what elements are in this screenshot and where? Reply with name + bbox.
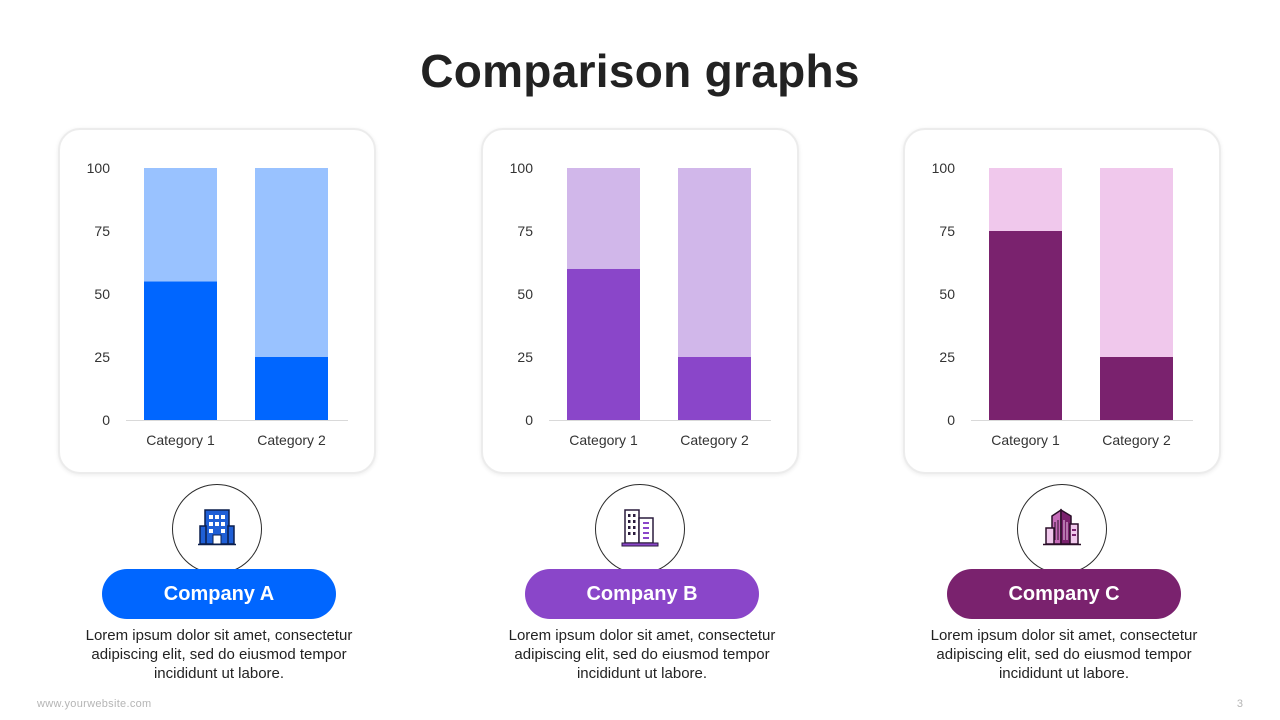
x-category-label: Category 1 bbox=[569, 432, 638, 448]
company-description: Lorem ipsum dolor sit amet, consectetur … bbox=[930, 627, 1198, 682]
bar-segment bbox=[989, 168, 1062, 231]
icon-disc bbox=[601, 490, 678, 567]
icon-ring bbox=[172, 484, 262, 574]
bar-segment bbox=[678, 357, 751, 420]
x-category-label: Category 1 bbox=[991, 432, 1060, 448]
icon-disc bbox=[1023, 490, 1100, 567]
y-tick-label: 75 bbox=[94, 223, 110, 239]
panel-company-b: 0 25 50 75 100 Category 1 Category 2 bbox=[481, 128, 803, 688]
chart-card: 0 25 50 75 100 Category 1 Category 2 bbox=[58, 128, 376, 474]
y-tick-label: 50 bbox=[94, 286, 110, 302]
y-tick-label: 50 bbox=[517, 286, 533, 302]
bar-segment bbox=[989, 231, 1062, 420]
y-tick-label: 100 bbox=[87, 160, 111, 176]
footer-website: www.yourwebsite.com bbox=[37, 698, 152, 710]
x-category-label: Category 1 bbox=[146, 432, 215, 448]
icon-ring bbox=[1017, 484, 1107, 574]
bar-segment bbox=[144, 281, 217, 420]
page-title: Comparison graphs bbox=[420, 45, 860, 97]
bar-segment bbox=[1100, 168, 1173, 357]
y-tick-label: 50 bbox=[939, 286, 955, 302]
company-label-pill: Company B bbox=[525, 569, 759, 619]
company-name: Company A bbox=[163, 582, 275, 605]
city-buildings-icon bbox=[621, 509, 659, 547]
company-description: Lorem ipsum dolor sit amet, consectetur … bbox=[508, 627, 776, 682]
company-label-pill: Company A bbox=[102, 569, 336, 619]
x-category-label: Category 2 bbox=[1102, 432, 1171, 448]
y-tick-label: 75 bbox=[939, 223, 955, 239]
y-tick-label: 25 bbox=[517, 349, 533, 365]
bar-segment bbox=[255, 357, 328, 420]
x-category-label: Category 2 bbox=[257, 432, 326, 448]
bar-segment bbox=[1100, 357, 1173, 420]
icon-disc bbox=[178, 490, 255, 567]
y-tick-label: 0 bbox=[525, 412, 533, 428]
footer-page-number: 3 bbox=[1236, 698, 1243, 710]
y-tick-label: 100 bbox=[932, 160, 956, 176]
y-tick-label: 0 bbox=[102, 412, 110, 428]
company-name: Company C bbox=[1008, 582, 1120, 605]
panel-company-a: 0 25 50 75 100 Category 1 Category 2 Company A bbox=[58, 128, 380, 688]
bar-segment bbox=[144, 168, 217, 282]
company-label-pill: Company C bbox=[947, 569, 1181, 619]
company-description: Lorem ipsum dolor sit amet, consectetur … bbox=[85, 627, 353, 682]
panel-company-c: 0 25 50 75 100 Category 1 Category 2 Company C… bbox=[903, 128, 1225, 688]
y-tick-label: 75 bbox=[517, 223, 533, 239]
y-tick-label: 25 bbox=[939, 349, 955, 365]
bar-chart: 0 25 50 75 100 Category 1 Category 2 bbox=[932, 160, 1193, 448]
x-category-label: Category 2 bbox=[680, 432, 749, 448]
icon-ring bbox=[595, 484, 685, 574]
bar-segment bbox=[255, 168, 328, 357]
bar-segment bbox=[678, 168, 751, 357]
bar-chart: 0 25 50 75 100 Category 1 Category 2 bbox=[87, 160, 348, 448]
chart-card: 0 25 50 75 100 Category 1 Category 2 bbox=[903, 128, 1221, 474]
bar-chart: 0 25 50 75 100 Category 1 Category 2 bbox=[510, 160, 771, 448]
chart-card: 0 25 50 75 100 Category 1 Category 2 bbox=[481, 128, 799, 474]
bar-segment bbox=[567, 168, 640, 269]
company-name: Company B bbox=[586, 582, 698, 605]
skyscraper-icon bbox=[1043, 508, 1081, 546]
y-tick-label: 0 bbox=[947, 412, 955, 428]
office-building-icon bbox=[198, 509, 236, 546]
bar-segment bbox=[567, 268, 640, 420]
y-tick-label: 25 bbox=[94, 349, 110, 365]
y-tick-label: 100 bbox=[510, 160, 534, 176]
